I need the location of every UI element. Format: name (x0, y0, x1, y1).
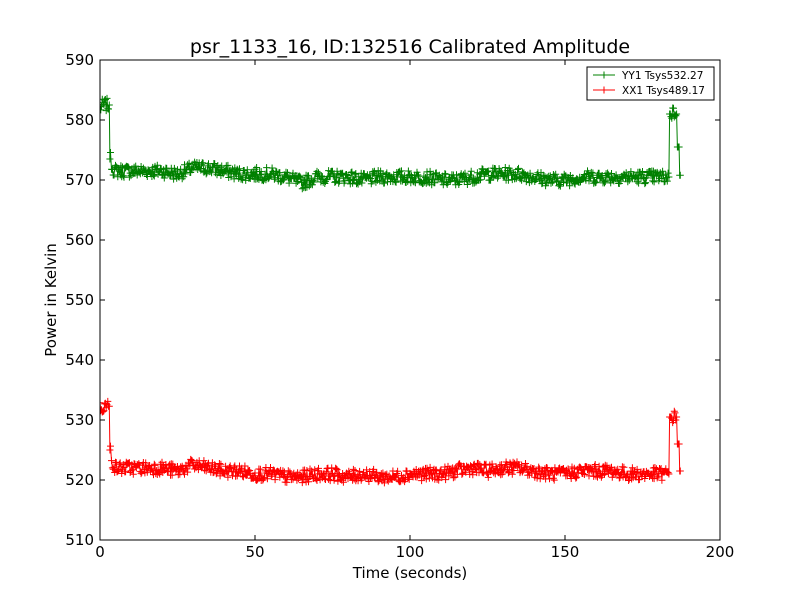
y-tick-label: 520 (65, 471, 94, 489)
y-tick-label: 590 (65, 51, 94, 69)
legend-marker (600, 71, 608, 79)
series-2 (100, 397, 684, 487)
x-tick-label: 50 (245, 543, 264, 561)
series-markers (100, 94, 684, 193)
legend-box (586, 66, 715, 101)
x-tick-label: 100 (396, 543, 425, 561)
x-tick-label: 150 (551, 543, 580, 561)
series-markers (100, 397, 684, 487)
x-axis-label: Time (seconds) (352, 564, 468, 582)
y-tick-label: 510 (65, 531, 94, 549)
y-tick-label: 580 (65, 111, 94, 129)
x-tick-label: 0 (95, 543, 105, 561)
legend: YY1 Tsys532.27 XX1 Tsys489.17 (586, 66, 715, 101)
y-tick-label: 550 (65, 291, 94, 309)
plot-area: 0 50 100 150 200 510 520 530 540 550 560 570 580 590 Y… (65, 51, 734, 561)
data-layer (100, 94, 684, 487)
y-tick-label: 530 (65, 411, 94, 429)
y-tick-label: 560 (65, 231, 94, 249)
legend-label: XX1 Tsys489.17 (622, 85, 705, 97)
x-tick-label: 200 (706, 543, 735, 561)
y-tick-label: 540 (65, 351, 94, 369)
y-axis-label: Power in Kelvin (42, 243, 60, 357)
legend-marker (600, 86, 608, 94)
y-tick-label: 570 (65, 171, 94, 189)
series-1 (100, 94, 684, 193)
chart-title: psr_1133_16, ID:132516 Calibrated Amplit… (190, 36, 630, 58)
legend-label: YY1 Tsys532.27 (621, 70, 703, 82)
